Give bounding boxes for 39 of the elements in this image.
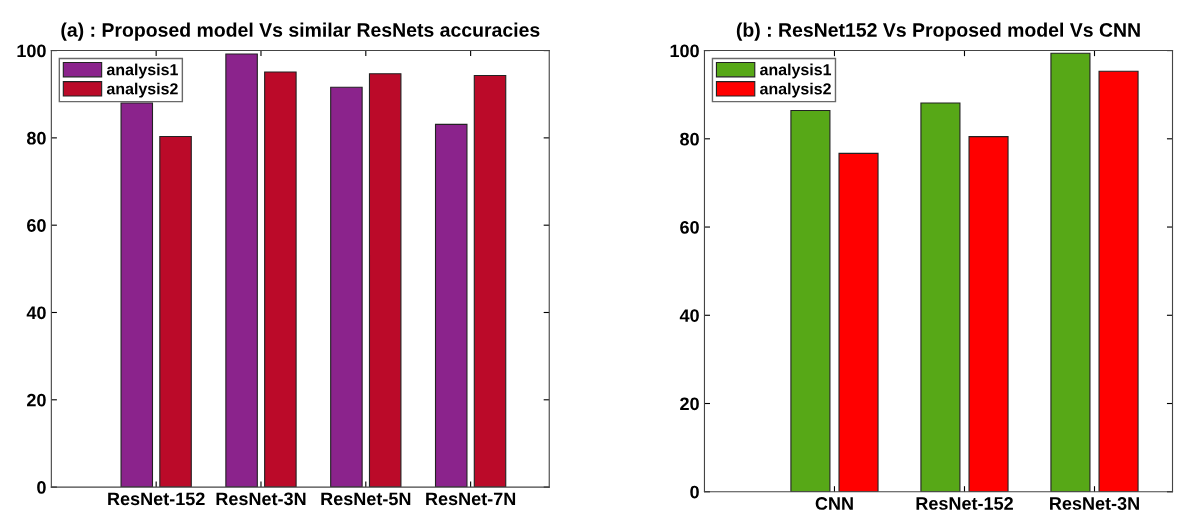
bar — [1050, 52, 1091, 492]
bar — [790, 110, 831, 492]
y-tick-label: 80 — [26, 131, 46, 145]
legend-label: analysis2 — [106, 82, 178, 98]
y-tick-label: 40 — [26, 306, 46, 320]
legend-label: analysis2 — [760, 82, 831, 98]
y-tick-label: 20 — [27, 393, 46, 407]
bar — [920, 102, 961, 492]
bar — [1098, 70, 1139, 492]
bar — [473, 74, 507, 488]
bar — [120, 102, 154, 488]
bar — [368, 73, 402, 488]
bar — [159, 136, 192, 488]
bar — [330, 86, 363, 488]
x-tick-label: CNN — [815, 497, 853, 510]
x-tick-label: ResNet-3N — [1050, 497, 1139, 510]
y-tick-label: 60 — [680, 220, 699, 234]
y-tick-label: 100 — [670, 44, 699, 58]
y-tick-label: 80 — [680, 132, 699, 146]
bar — [968, 136, 1009, 492]
x-tick-label: ResNet-152 — [916, 497, 1013, 510]
y-tick-label: 0 — [37, 481, 46, 494]
x-tick-label: ResNet-3N — [216, 492, 306, 506]
bar — [225, 53, 258, 488]
y-tick-label: 20 — [680, 397, 699, 411]
bar — [838, 152, 879, 492]
x-tick-label: ResNet-5N — [321, 492, 411, 506]
bar — [434, 123, 468, 488]
chart-title: (a) : Proposed model Vs similar ResNets accuracies — [61, 22, 540, 41]
legend-label: analysis1 — [760, 63, 832, 79]
chart-title: (b) : ResNet152 Vs Proposed model Vs CNN — [736, 22, 1140, 41]
y-tick-label: 40 — [679, 309, 699, 322]
bar — [264, 71, 297, 488]
y-tick-label: 60 — [27, 219, 46, 232]
x-tick-label: ResNet-7N — [426, 492, 516, 506]
y-tick-label: 100 — [17, 44, 46, 58]
legend-label: analysis1 — [106, 63, 178, 79]
y-tick-label: 0 — [690, 485, 699, 499]
x-tick-label: ResNet-152 — [108, 492, 205, 506]
